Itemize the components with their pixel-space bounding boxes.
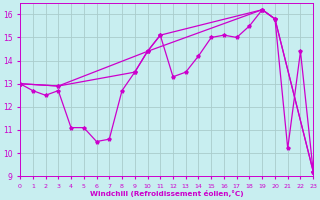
- X-axis label: Windchill (Refroidissement éolien,°C): Windchill (Refroidissement éolien,°C): [90, 190, 244, 197]
